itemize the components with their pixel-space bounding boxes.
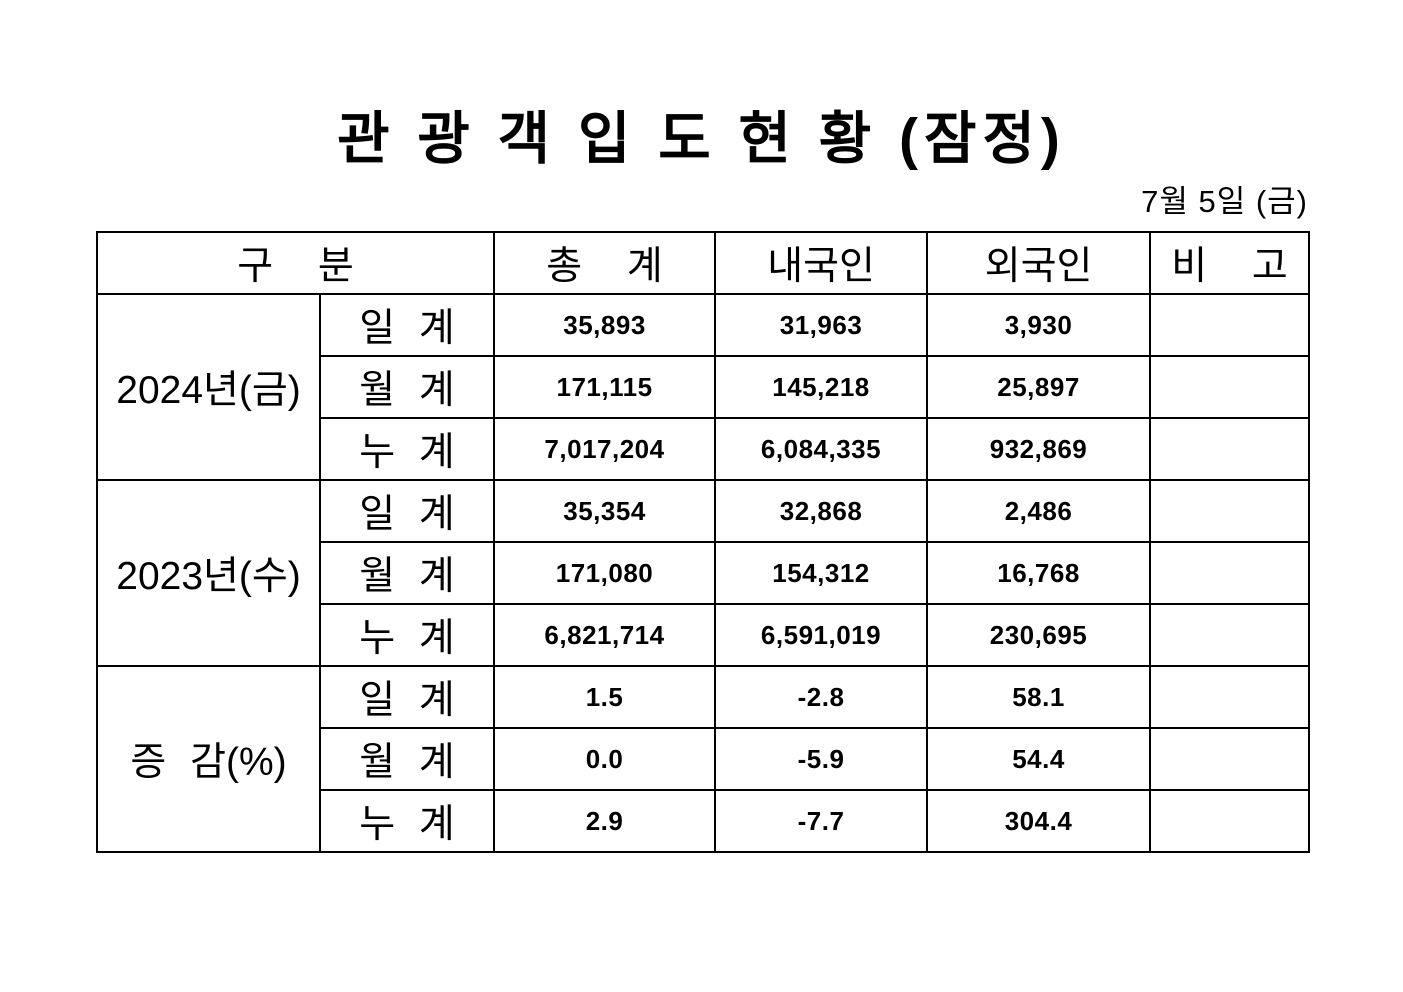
remarks-cell: [1149, 789, 1311, 853]
value-cell-domestic: 6,591,019: [714, 603, 929, 667]
group-label-2023: 2023년(수): [96, 479, 321, 667]
remarks-cell: [1149, 355, 1311, 419]
value-cell-foreign: 230,695: [926, 603, 1152, 667]
table-row: 누 계 7,017,204 6,084,335 932,869: [97, 417, 1311, 481]
period-label-cell: 월 계: [318, 355, 496, 419]
period-label-cell: 누 계: [318, 603, 496, 667]
value-cell-total: 35,893: [493, 293, 717, 357]
period-label-cell: 누 계: [318, 417, 496, 481]
period-label-cell: 월 계: [318, 727, 496, 791]
period-label-cell: 월 계: [318, 541, 496, 605]
period-label-cell: 누 계: [318, 789, 496, 853]
value-cell-total: 6,821,714: [493, 603, 717, 667]
header-cell-total: 총 계: [493, 231, 717, 295]
table-row: 증 감(%) 일 계 1.5 -2.8 58.1: [96, 665, 1311, 853]
remarks-cell: [1149, 603, 1311, 667]
value-cell-domestic: 154,312: [714, 541, 929, 605]
remarks-cell: [1149, 541, 1311, 605]
group-label-2024: 2024년(금): [96, 293, 321, 481]
value-cell-domestic: 145,218: [714, 355, 929, 419]
header-cell-category: 구 분: [95, 231, 496, 295]
report-date: 7월 5일 (금): [1141, 184, 1308, 219]
value-cell-domestic: -2.8: [714, 665, 929, 729]
table-row: 2024년(금) 일 계 35,893 31,963 3,930: [96, 293, 1311, 481]
value-cell-foreign: 58.1: [926, 665, 1152, 729]
table-row: 월 계 171,115 145,218 25,897: [97, 355, 1311, 419]
header-cell-domestic: 내국인: [714, 231, 929, 295]
period-label-cell: 일 계: [318, 293, 496, 357]
value-cell-foreign: 16,768: [926, 541, 1152, 605]
value-cell-foreign: 25,897: [926, 355, 1152, 419]
value-cell-domestic: 6,084,335: [714, 417, 929, 481]
value-cell-total: 7,017,204: [493, 417, 717, 481]
value-cell-total: 2.9: [493, 789, 717, 853]
header-row: 구 분 총 계 내국인 외국인 비 고: [95, 231, 1311, 295]
value-cell-domestic: -5.9: [714, 727, 929, 791]
remarks-cell: [1149, 727, 1311, 791]
group-label-change: 증 감(%): [96, 665, 321, 853]
value-cell-domestic: 32,868: [714, 479, 929, 543]
value-cell-foreign: 2,486: [926, 479, 1152, 543]
value-cell-foreign: 304.4: [926, 789, 1152, 853]
value-cell-foreign: 3,930: [926, 293, 1152, 357]
table-row: 월 계 171,080 154,312 16,768: [97, 541, 1311, 605]
value-cell-total: 171,115: [493, 355, 717, 419]
table-row: 2023년(수) 일 계 35,354 32,868 2,486: [96, 479, 1311, 667]
period-label-cell: 일 계: [318, 665, 496, 729]
remarks-cell: [1149, 665, 1311, 729]
value-cell-domestic: 31,963: [714, 293, 929, 357]
value-cell-total: 35,354: [493, 479, 717, 543]
tourist-arrivals-table: 구 분 총 계 내국인 외국인 비 고 2024년(금) 일 계 35,893 …: [95, 231, 1311, 853]
header-cell-foreign: 외국인: [926, 231, 1152, 295]
value-cell-domestic: -7.7: [714, 789, 929, 853]
table-row: 월 계 0.0 -5.9 54.4: [97, 727, 1311, 791]
page-title: 관 광 객 입 도 현 황 (잠정): [337, 107, 1066, 171]
remarks-cell: [1149, 417, 1311, 481]
table-row: 누 계 6,821,714 6,591,019 230,695: [97, 603, 1311, 667]
value-cell-total: 171,080: [493, 541, 717, 605]
remarks-cell: [1149, 293, 1311, 357]
value-cell-foreign: 932,869: [926, 417, 1152, 481]
remarks-cell: [1149, 479, 1311, 543]
value-cell-total: 0.0: [493, 727, 717, 791]
table-row: 누 계 2.9 -7.7 304.4: [97, 789, 1311, 853]
header-cell-remarks: 비 고: [1149, 231, 1311, 295]
value-cell-total: 1.5: [493, 665, 717, 729]
value-cell-foreign: 54.4: [926, 727, 1152, 791]
period-label-cell: 일 계: [318, 479, 496, 543]
